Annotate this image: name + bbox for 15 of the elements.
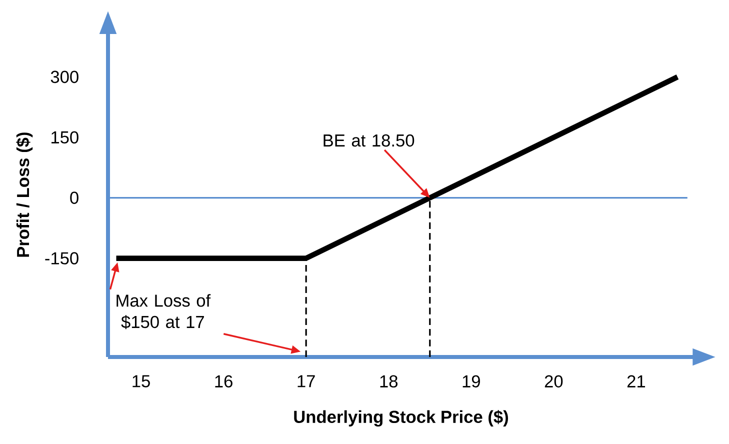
y-axis-title: Profit / Loss ($)	[16, 132, 33, 257]
x-tick-label: 21	[627, 375, 646, 388]
x-tick-label: 15	[132, 375, 150, 388]
y-tick-label: -150	[45, 252, 78, 264]
x-tick-label: 18	[380, 375, 398, 388]
annotation: Max Loss of $150 at 17	[116, 294, 211, 330]
y-tick-label: 300	[50, 70, 78, 84]
y-tick-label: 150	[52, 131, 78, 144]
x-tick-label: 20	[544, 375, 563, 388]
x-tick-label: 19	[462, 375, 480, 388]
annotation: BE at 18.50	[324, 134, 414, 147]
x-tick-label: 16	[215, 375, 232, 388]
x-axis-title: Underlying Stock Price ($)	[294, 410, 508, 427]
y-tick-label: 0	[70, 192, 78, 204]
x-tick-label: 17	[298, 375, 315, 388]
